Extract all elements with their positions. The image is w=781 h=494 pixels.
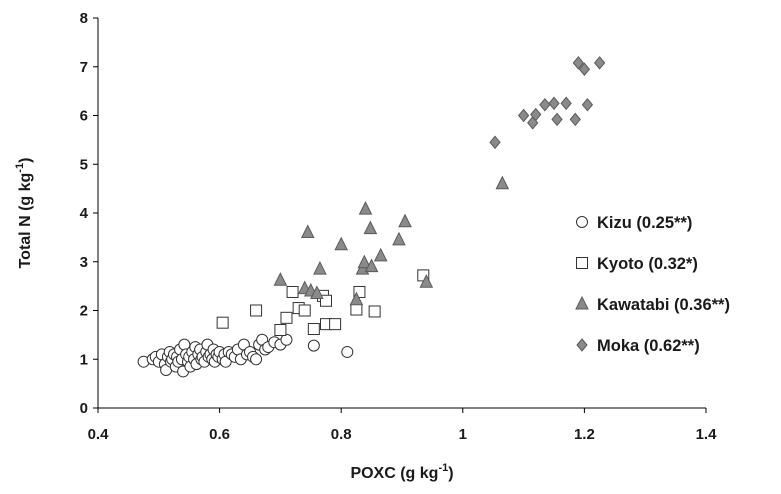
data-point — [581, 97, 594, 112]
x-tick-label: 1.2 — [574, 426, 595, 443]
x-axis-title-sup: -1 — [438, 462, 448, 474]
data-point — [392, 231, 406, 246]
legend-label: Kawatabi (0.36**) — [597, 296, 730, 314]
y-axis-title: Total N (g kg-1) — [14, 158, 34, 269]
data-point — [250, 304, 263, 317]
data-point — [358, 200, 373, 215]
data-point — [280, 333, 293, 346]
x-tick-label: 0.4 — [88, 426, 110, 443]
data-point — [560, 96, 572, 111]
data-point — [307, 339, 320, 352]
data-point — [551, 112, 563, 127]
legend-label: Kyoto (0.32*) — [597, 255, 698, 273]
x-axis-title: POXC (g kg-1) — [350, 462, 453, 482]
data-point — [353, 285, 366, 298]
x-tick-label: 0.6 — [209, 426, 230, 443]
data-point — [298, 304, 311, 317]
data-point — [373, 247, 388, 262]
legend-marker — [576, 338, 588, 352]
x-tick-label: 1.4 — [696, 426, 718, 443]
legend-marker — [576, 216, 588, 228]
legend-marker — [576, 257, 588, 269]
legend-marker — [575, 295, 589, 310]
data-point — [572, 56, 584, 70]
data-point — [341, 345, 354, 358]
data-point — [313, 260, 327, 275]
data-point — [548, 96, 560, 111]
legend-label: Moka (0.62**) — [597, 337, 700, 355]
data-point — [349, 291, 364, 306]
legend-label: Kizu (0.25**) — [597, 214, 692, 232]
x-tick-label: 1 — [459, 426, 467, 443]
y-ticks: 0 1 2 3 4 5 6 7 8 — [80, 10, 98, 417]
data-point — [368, 305, 381, 318]
data-point — [530, 107, 542, 122]
data-point — [398, 213, 412, 228]
data-point — [364, 258, 379, 273]
series-3 — [489, 56, 606, 150]
y-axis-title-main: Total N (g kg — [17, 173, 34, 269]
data-point — [286, 285, 299, 298]
data-point — [273, 272, 288, 286]
data-point — [216, 316, 229, 329]
x-tick-label: 0.8 — [331, 426, 352, 443]
y-tick-label: 6 — [80, 108, 88, 125]
series-1 — [216, 269, 430, 336]
data-point — [280, 311, 293, 324]
y-tick-label: 1 — [80, 351, 88, 368]
data-point — [363, 220, 378, 235]
data-points — [137, 56, 606, 378]
data-point — [357, 254, 372, 269]
data-point — [539, 97, 551, 112]
data-point — [250, 353, 263, 366]
data-point — [329, 318, 342, 331]
data-point — [307, 323, 320, 336]
y-tick-label: 4 — [80, 205, 89, 222]
data-point — [274, 324, 287, 336]
data-point — [489, 135, 501, 150]
data-point — [517, 108, 530, 123]
x-axis-title-end: ) — [448, 465, 453, 482]
y-axis-title-sup: -1 — [14, 163, 26, 173]
y-tick-label: 0 — [80, 400, 88, 417]
data-point — [300, 224, 315, 238]
data-point — [350, 303, 363, 316]
y-axis-title-end: ) — [17, 158, 34, 163]
y-tick-label: 8 — [80, 10, 88, 27]
data-point — [310, 285, 324, 299]
data-point — [320, 294, 332, 307]
y-tick-label: 3 — [80, 254, 88, 271]
data-point — [419, 274, 434, 288]
data-point — [578, 62, 591, 76]
series-0 — [137, 333, 354, 378]
data-point — [569, 112, 581, 127]
legend: Kizu (0.25**) Kyoto (0.32*) Kawatabi (0.36… — [575, 214, 730, 355]
x-axis-title-main: POXC (g kg — [350, 465, 438, 482]
y-tick-label: 2 — [80, 303, 88, 320]
y-tick-label: 5 — [80, 156, 88, 173]
data-point — [495, 175, 510, 190]
series-2 — [273, 175, 510, 306]
data-point — [593, 56, 606, 70]
x-ticks: 0.4 0.6 0.8 1 1.2 1.4 — [88, 408, 718, 443]
y-tick-label: 7 — [80, 59, 88, 76]
data-point — [334, 236, 349, 251]
